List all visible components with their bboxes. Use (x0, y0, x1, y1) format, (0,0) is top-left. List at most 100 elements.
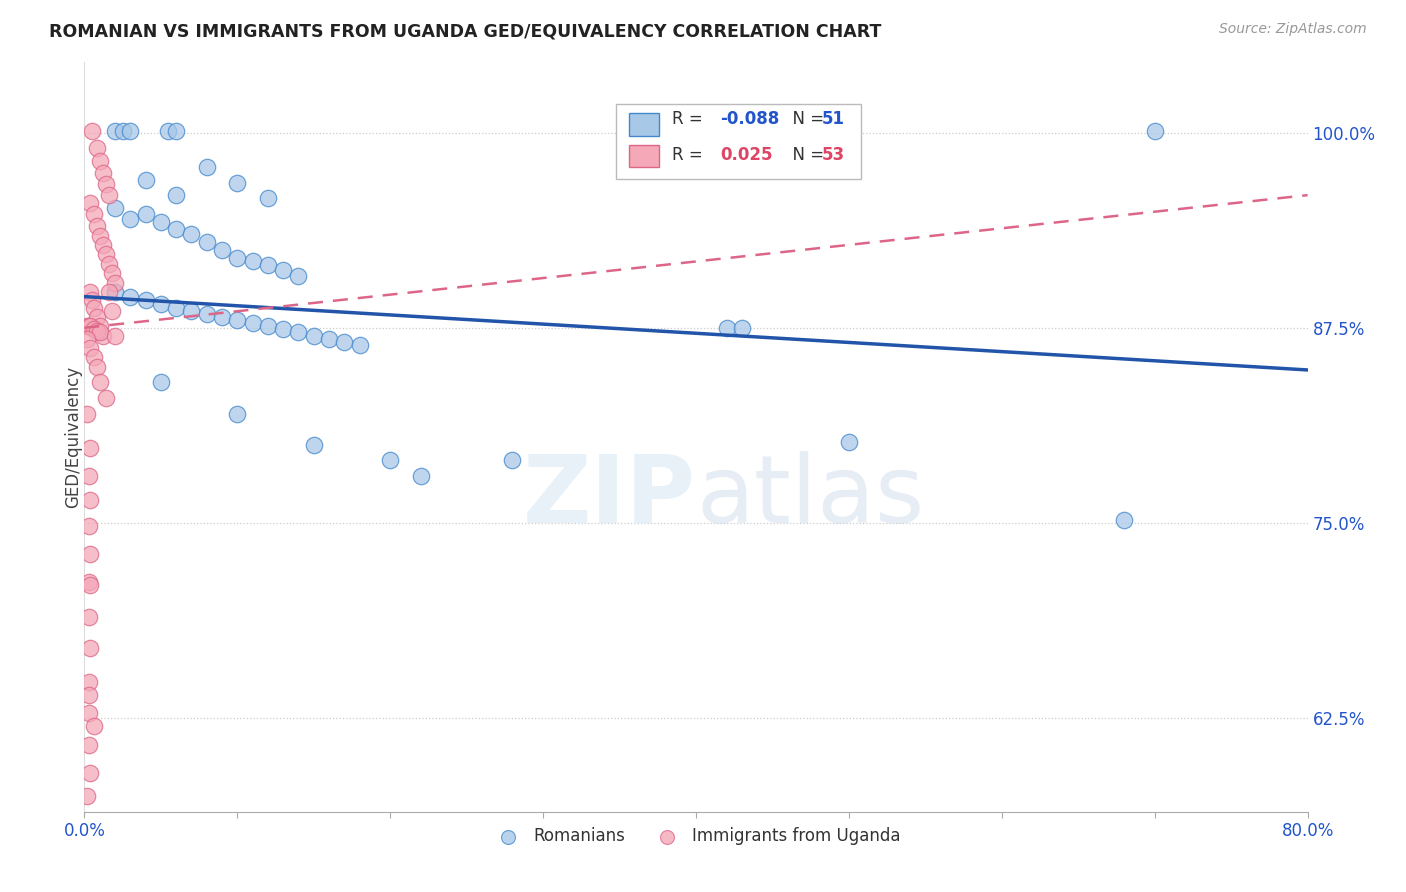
Point (77, 609, 100, 624)
Point (76, 789, 98, 804)
Point (97, 285, 120, 299)
Point (79, 341, 101, 355)
Text: 53: 53 (823, 145, 845, 163)
Point (195, 235, 218, 249)
Point (226, 176, 249, 190)
Point (89, 319, 111, 334)
Point (101, 303, 124, 318)
Point (83, 322, 105, 336)
Point (120, 211, 142, 226)
Point (165, 301, 187, 315)
Text: atlas: atlas (696, 451, 924, 543)
Point (97, 257, 120, 271)
Point (135, 207, 157, 221)
Point (79, 285, 101, 299)
Text: R =: R = (672, 145, 707, 163)
Point (91, 238, 114, 252)
Point (91, 166, 114, 180)
Point (731, 320, 754, 334)
Point (135, 293, 157, 307)
Point (502, 453, 524, 467)
Point (101, 266, 124, 280)
Point (86, 324, 108, 338)
Point (77, 738, 100, 752)
Point (242, 253, 264, 268)
Point (104, 328, 127, 343)
Point (287, 269, 309, 284)
Text: ROMANIAN VS IMMIGRANTS FROM UGANDA GED/EQUIVALENCY CORRELATION CHART: ROMANIAN VS IMMIGRANTS FROM UGANDA GED/E… (49, 22, 882, 40)
Point (89, 153, 111, 168)
Point (180, 227, 202, 241)
Point (86, 219, 108, 234)
Text: Source: ZipAtlas.com: Source: ZipAtlas.com (1219, 22, 1367, 37)
Point (226, 251, 249, 265)
Point (287, 326, 309, 340)
Point (104, 124, 127, 138)
Point (226, 313, 249, 327)
Point (80, 293, 103, 307)
Point (79, 319, 101, 334)
Point (77, 706, 100, 721)
Point (79, 441, 101, 455)
Text: 0.025: 0.025 (720, 145, 773, 163)
Text: 51: 51 (823, 110, 845, 128)
Legend: Romanians, Immigrants from Uganda: Romanians, Immigrants from Uganda (485, 821, 907, 852)
Point (79, 578, 101, 592)
Text: ZIP: ZIP (523, 451, 696, 543)
Point (104, 285, 127, 299)
Point (77, 675, 100, 690)
Point (77, 469, 100, 483)
Point (83, 351, 105, 365)
Point (94, 247, 117, 261)
Point (257, 319, 280, 334)
Point (135, 172, 157, 186)
Point (89, 376, 111, 390)
Point (77, 688, 100, 702)
Point (242, 316, 264, 330)
Point (111, 124, 134, 138)
Point (104, 201, 127, 215)
Point (318, 332, 340, 346)
Point (86, 310, 108, 324)
Text: -0.088: -0.088 (720, 110, 780, 128)
Point (76, 319, 98, 334)
Point (79, 492, 101, 507)
Point (79, 547, 101, 561)
Point (271, 263, 294, 277)
Point (77, 519, 100, 533)
Point (165, 124, 187, 138)
Point (79, 640, 101, 655)
Point (333, 334, 356, 349)
Point (77, 319, 100, 334)
Point (120, 289, 142, 303)
Text: R =: R = (672, 110, 707, 128)
Point (1143, 124, 1166, 138)
Point (80, 124, 103, 138)
Point (180, 303, 202, 318)
Point (349, 338, 371, 352)
Point (83, 301, 105, 315)
Point (302, 438, 325, 452)
Point (86, 359, 108, 374)
Point (94, 391, 117, 405)
Bar (628, 113, 659, 136)
Point (409, 469, 432, 483)
Point (76, 332, 98, 346)
Point (89, 228, 111, 243)
Point (97, 188, 120, 202)
Point (257, 258, 280, 272)
Point (77, 575, 100, 590)
Point (89, 326, 111, 340)
Text: N =: N = (782, 145, 830, 163)
Point (91, 328, 114, 343)
Point (211, 243, 233, 257)
FancyBboxPatch shape (616, 103, 860, 178)
Text: N =: N = (782, 110, 830, 128)
Bar (628, 145, 659, 168)
Point (838, 434, 860, 449)
Point (302, 328, 325, 343)
Point (226, 407, 249, 421)
Y-axis label: GED/Equivalency: GED/Equivalency (65, 366, 82, 508)
Point (149, 297, 172, 311)
Point (271, 322, 294, 336)
